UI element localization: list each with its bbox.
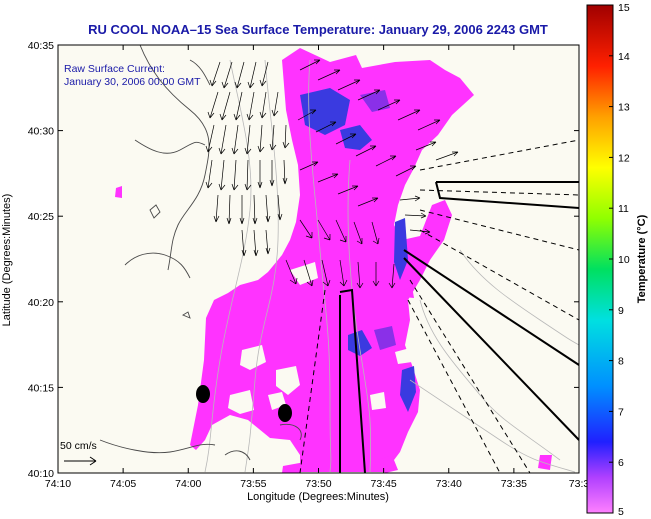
y-tick-label: 40:30 bbox=[28, 126, 54, 138]
scale-arrow bbox=[64, 456, 97, 466]
x-tick-label: 74:10 bbox=[45, 478, 71, 490]
x-tick-label: 74:00 bbox=[175, 478, 201, 490]
map-title: RU COOL NOAA–15 Sea Surface Temperature:… bbox=[88, 22, 548, 37]
sst-gaps bbox=[228, 262, 412, 414]
colorbar-tick-label: 9 bbox=[618, 305, 624, 317]
sst-coverage bbox=[115, 48, 552, 473]
x-axis-label: Longitude (Degrees:Minutes) bbox=[247, 491, 389, 503]
y-tick-label: 40:15 bbox=[28, 382, 54, 394]
current-time: January 30, 2006 00:00 GMT bbox=[64, 76, 201, 88]
colorbar-tick-label: 7 bbox=[618, 406, 624, 418]
y-axis-ticks: 40:35 40:30 40:25 40:20 40:15 40:10 bbox=[28, 40, 579, 480]
x-tick-label: 73:40 bbox=[436, 478, 462, 490]
depth-contours bbox=[204, 59, 579, 473]
station-marker-west bbox=[196, 385, 210, 403]
x-tick-label: 74:05 bbox=[110, 478, 136, 490]
y-axis-label: Latitude (Degrees:Minutes) bbox=[1, 194, 13, 327]
colorbar-tick-label: 6 bbox=[618, 457, 624, 469]
colorbar-tick-label: 12 bbox=[618, 152, 630, 164]
colorbar-tick-label: 14 bbox=[618, 51, 630, 63]
colorbar-tick-label: 13 bbox=[618, 102, 630, 114]
surface-current-vectors bbox=[205, 59, 459, 289]
x-tick-label: 73:50 bbox=[305, 478, 331, 490]
colorbar-tick-label: 5 bbox=[618, 506, 624, 518]
y-tick-label: 40:35 bbox=[28, 40, 54, 52]
sst-cold-patches bbox=[300, 88, 416, 412]
colorbar-tick-label: 15 bbox=[618, 2, 630, 14]
station-marker-east bbox=[278, 404, 292, 422]
colorbar-tick-label: 8 bbox=[618, 356, 624, 368]
coastline bbox=[99, 45, 302, 461]
radar-range-lines bbox=[299, 139, 579, 473]
scale-label: 50 cm/s bbox=[60, 440, 97, 452]
x-tick-label: 73:55 bbox=[240, 478, 266, 490]
y-tick-label: 40:20 bbox=[28, 297, 54, 309]
y-tick-label: 40:25 bbox=[28, 211, 54, 223]
colorbar-tick-label: 11 bbox=[618, 203, 629, 215]
colorbar-ticks: 15 14 13 12 11 10 9 8 7 6 5 bbox=[609, 2, 630, 518]
map-plot-area: Raw Surface Current: January 30, 2006 00… bbox=[58, 45, 579, 473]
x-tick-label: 73:45 bbox=[370, 478, 396, 490]
colorbar-label: Temperature (°C) bbox=[636, 214, 648, 303]
x-tick-label: 73:35 bbox=[501, 478, 527, 490]
x-tick-label: 73:3 bbox=[569, 478, 590, 490]
colorbar-tick-label: 10 bbox=[618, 254, 630, 266]
x-axis-ticks: 74:10 74:05 74:00 73:55 73:50 73:45 73:40 73:35… bbox=[45, 45, 590, 490]
y-tick-label: 40:10 bbox=[28, 468, 54, 480]
current-label: Raw Surface Current: bbox=[64, 63, 165, 75]
